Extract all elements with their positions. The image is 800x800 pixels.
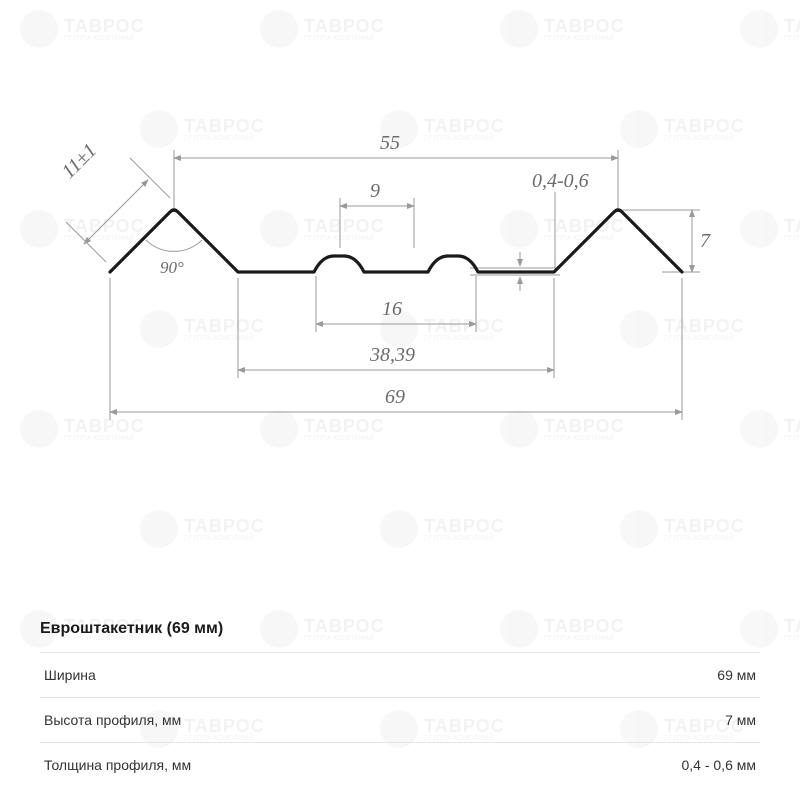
dim-angle: 90° [160, 258, 184, 278]
table-row: Высота профиля, мм 7 мм [40, 698, 760, 743]
table-row: Толщина профиля, мм 0,4 - 0,6 мм [40, 743, 760, 788]
dim-peak-height: 7 [700, 230, 710, 253]
table-row: Ширина 69 мм [40, 653, 760, 698]
spec-label: Ширина [40, 653, 510, 698]
technical-diagram: 55 11±1 9 0,4-0,6 7 90° 16 38,39 69 [0, 0, 800, 520]
profile-svg [0, 0, 800, 520]
spec-table: Ширина 69 ммВысота профиля, мм 7 ммТолщи… [40, 652, 760, 787]
dim-between: 16 [382, 298, 402, 321]
dim-valley: 38,39 [370, 344, 415, 367]
dim-total: 69 [385, 386, 405, 409]
spec-value: 69 мм [510, 653, 760, 698]
spec-value: 0,4 - 0,6 мм [510, 743, 760, 788]
spec-label: Толщина профиля, мм [40, 743, 510, 788]
dim-top-width: 55 [380, 132, 400, 155]
spec-title: Евроштакетник (69 мм) [40, 620, 760, 638]
dim-small-bump: 9 [370, 180, 380, 203]
spec-section: Евроштакетник (69 мм) Ширина 69 ммВысота… [40, 620, 760, 787]
dim-thickness: 0,4-0,6 [532, 170, 589, 193]
spec-value: 7 мм [510, 698, 760, 743]
spec-label: Высота профиля, мм [40, 698, 510, 743]
